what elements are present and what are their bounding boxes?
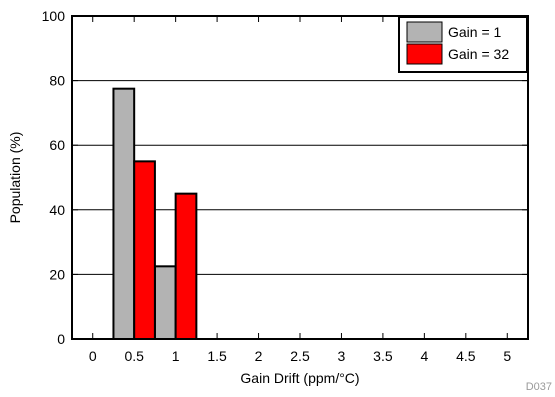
x-tick-label: 2.5	[290, 348, 310, 364]
y-tick-label: 80	[49, 73, 65, 89]
y-tick-label: 60	[49, 137, 65, 153]
x-tick-label: 1.5	[207, 348, 227, 364]
legend-swatch-gain-32	[406, 43, 443, 65]
legend-label-gain-32: Gain = 32	[448, 46, 509, 62]
axis-ticks: 0 20 40 60 80 100 0 0.5 1 1.5 2 2.5 3 3.5 4 4.5 5	[42, 8, 528, 364]
bars	[112, 87, 198, 341]
x-tick-label: 0.5	[124, 348, 144, 364]
x-tick-label: 2	[255, 348, 263, 364]
y-tick-label: 0	[57, 331, 65, 347]
x-tick-label: 4.5	[456, 348, 476, 364]
y-tick-label: 100	[42, 8, 66, 24]
x-tick-label: 4	[420, 348, 428, 364]
x-tick-label: 0	[89, 348, 97, 364]
figure-id: D037	[526, 381, 552, 393]
x-axis-label: Gain Drift (ppm/°C)	[240, 370, 359, 386]
y-tick-label: 20	[49, 266, 65, 282]
x-tick-label: 3	[338, 348, 346, 364]
bar-series-2	[133, 160, 156, 340]
x-tick-label: 5	[503, 348, 511, 364]
y-axis-label: Population (%)	[7, 132, 23, 224]
bar-series-1	[112, 87, 136, 340]
legend-label-gain-1: Gain = 1	[448, 24, 502, 40]
x-tick-label: 1	[172, 348, 180, 364]
x-tick-label: 3.5	[373, 348, 393, 364]
y-tick-label: 40	[49, 202, 65, 218]
bar-series-2	[174, 192, 198, 340]
legend: Gain = 1 Gain = 32	[398, 16, 528, 73]
legend-swatch-gain-1	[406, 21, 443, 43]
bar-series-1	[153, 265, 177, 341]
